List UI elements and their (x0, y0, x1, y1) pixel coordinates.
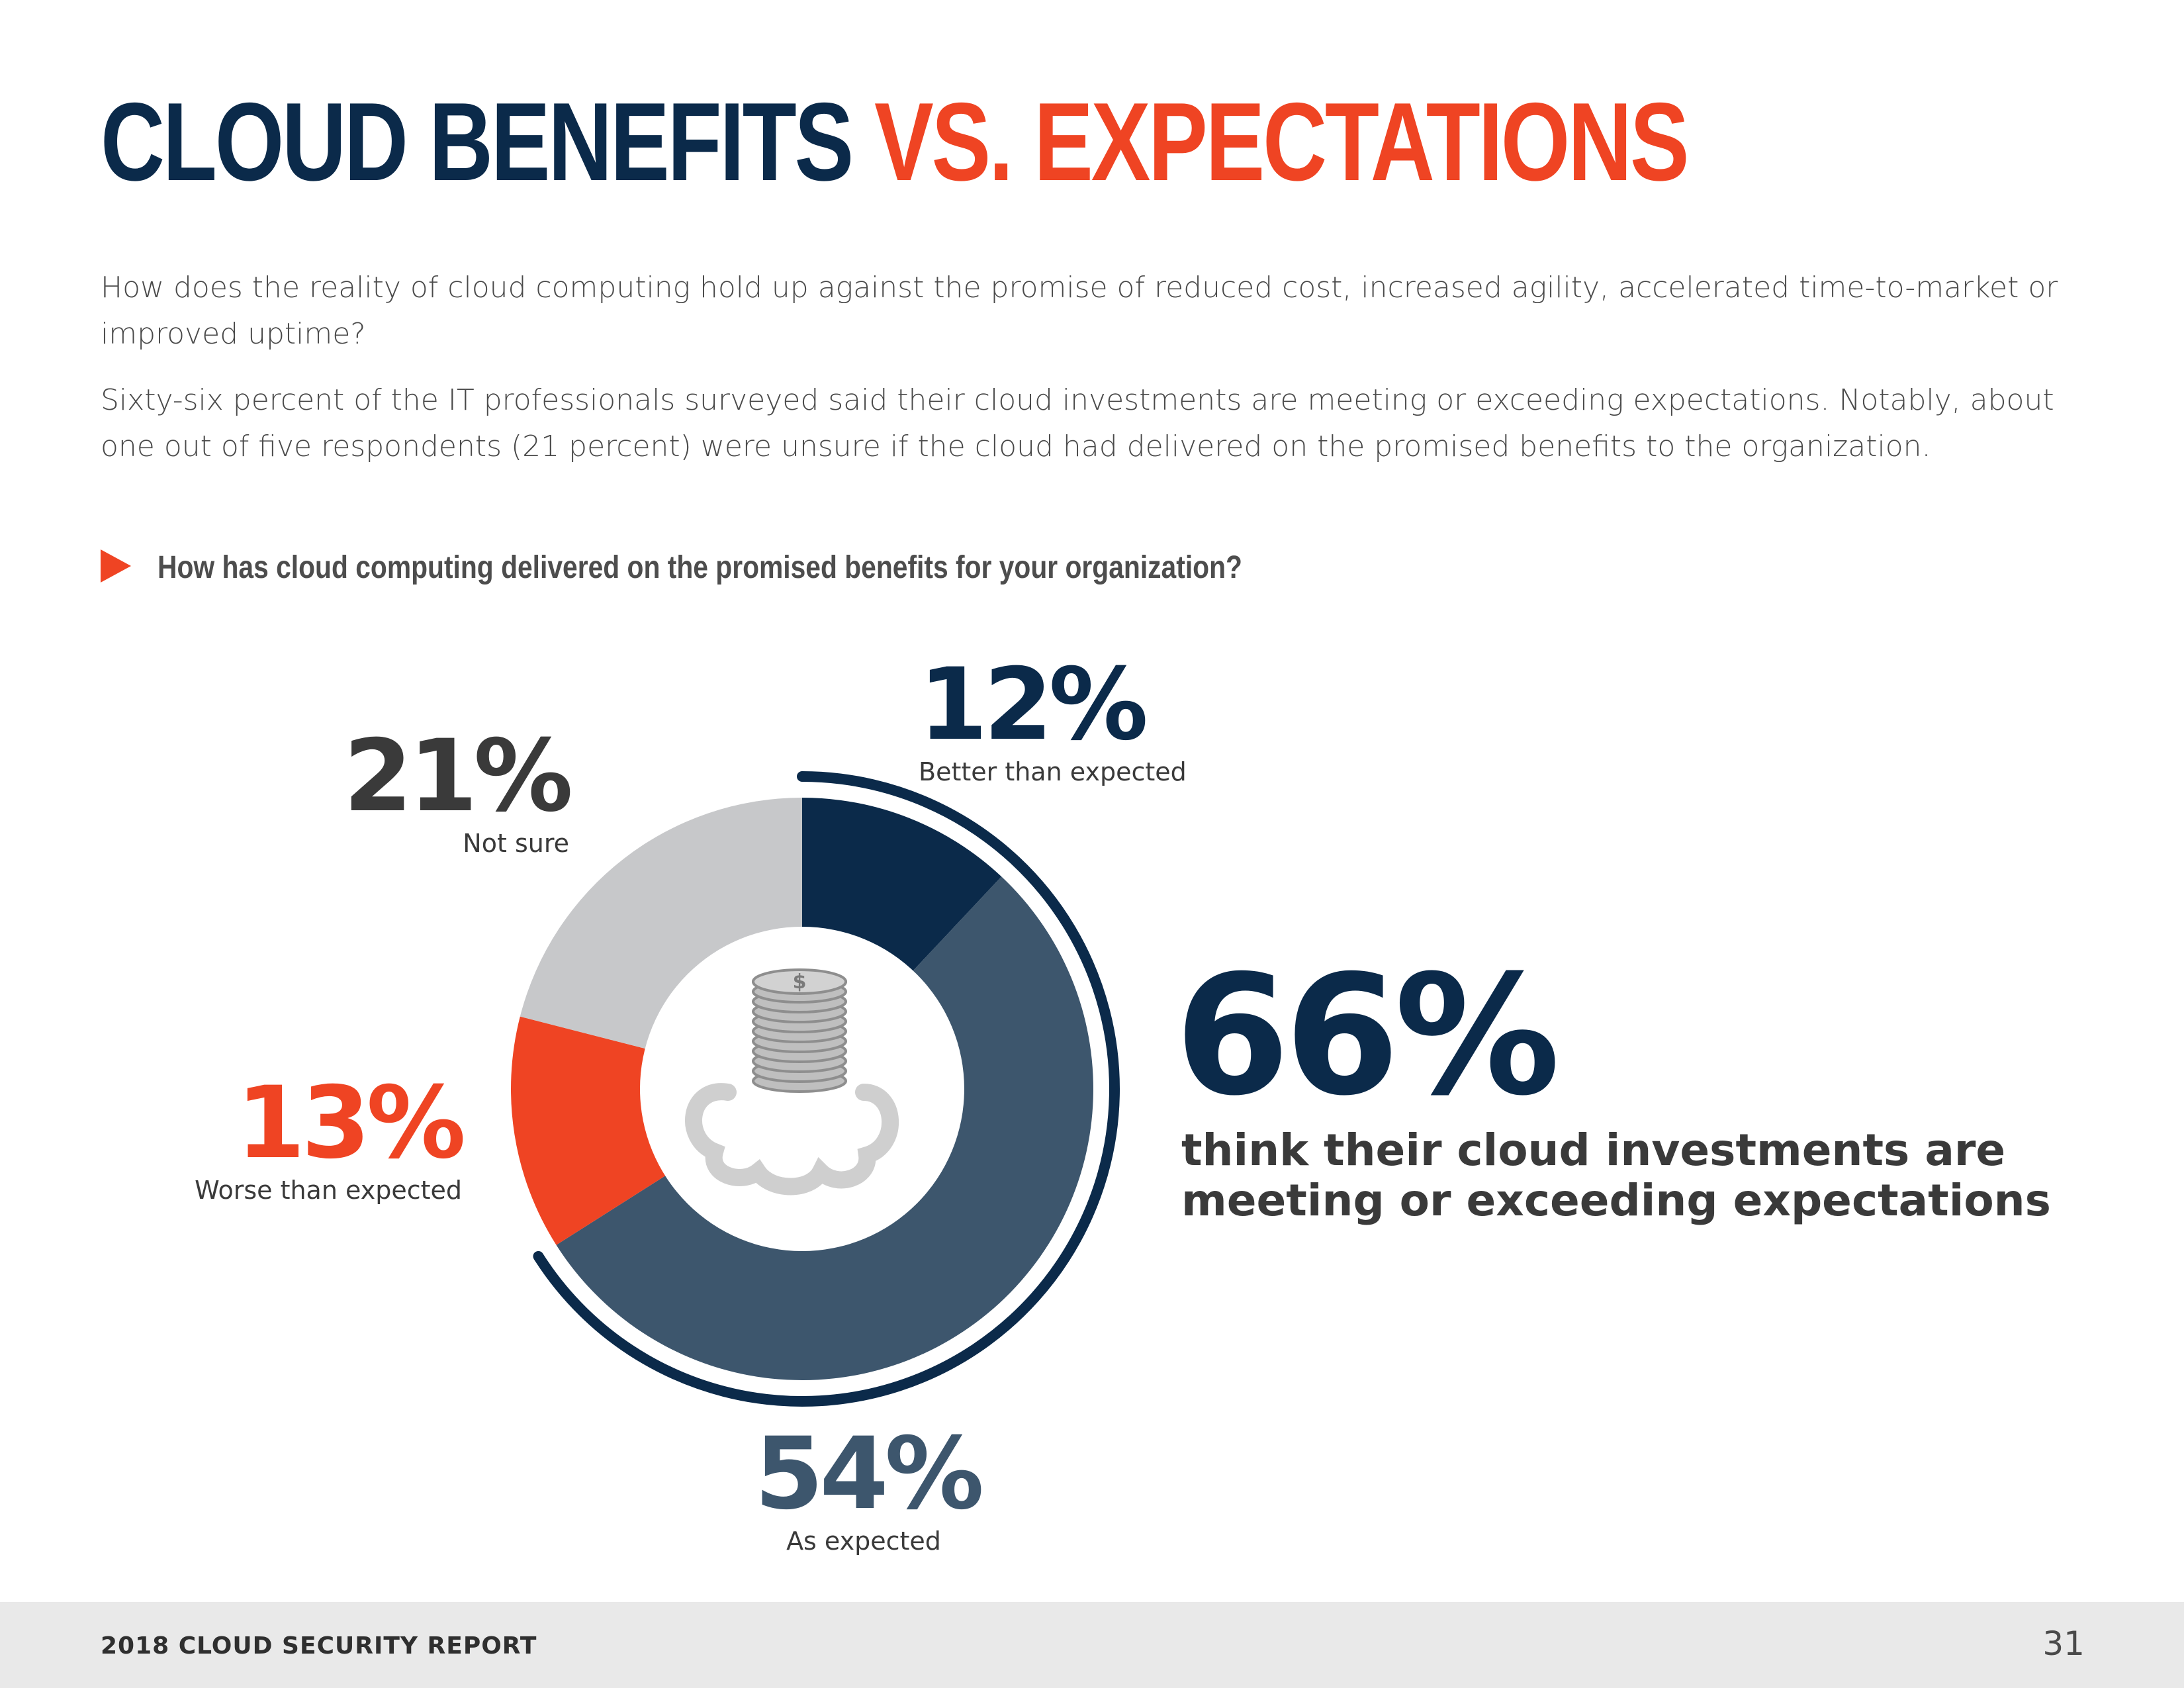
label-as-expected: 54% As expected (754, 1417, 984, 1556)
footer-bar: 2018 CLOUD SECURITY REPORT 31 (0, 1602, 2184, 1688)
intro-paragraph-2: Sixty-six percent of the IT professional… (101, 383, 2054, 463)
slice-category-not-sure: Not sure (463, 829, 569, 858)
slice-category-better-than-expected: Better than expected (919, 757, 1187, 786)
page-number: 31 (2042, 1624, 2085, 1663)
title-part-1: CLOUD BENEFITS (101, 79, 854, 204)
slice-value-as-expected: 54% (754, 1417, 984, 1532)
title-part-2: VS. EXPECTATIONS (874, 79, 1690, 204)
footer-report-title: 2018 CLOUD SECURITY REPORT (101, 1632, 537, 1660)
slice-category-as-expected: As expected (786, 1526, 941, 1556)
chart-question: How has cloud computing delivered on the… (158, 550, 1242, 585)
callout-value: 66% (1175, 939, 1560, 1132)
slice-value-better-than-expected: 12% (919, 647, 1148, 763)
label-better-than-expected: 12% Better than expected (919, 655, 1187, 786)
label-worse-than-expected: 13% Worse than expected (195, 1066, 466, 1205)
donut-chart: $ (511, 771, 1120, 1407)
slice-value-worse-than-expected: 13% (236, 1066, 466, 1181)
triangle-bullet-icon (101, 549, 131, 583)
intro-paragraph-1: How does the reality of cloud computing … (101, 271, 2058, 351)
page-title: CLOUD BENEFITS VS. EXPECTATIONS (101, 86, 1690, 197)
highlight-arc (533, 771, 1120, 1407)
coin-stack-cloud-icon: $ (685, 968, 899, 1196)
callout-text: think their cloud investments are meetin… (1181, 1125, 2051, 1226)
svg-text:$: $ (793, 970, 807, 994)
slice-category-worse-than-expected: Worse than expected (195, 1176, 462, 1205)
label-not-sure: 21% Not sure (343, 719, 573, 858)
slice-value-not-sure: 21% (343, 719, 573, 834)
